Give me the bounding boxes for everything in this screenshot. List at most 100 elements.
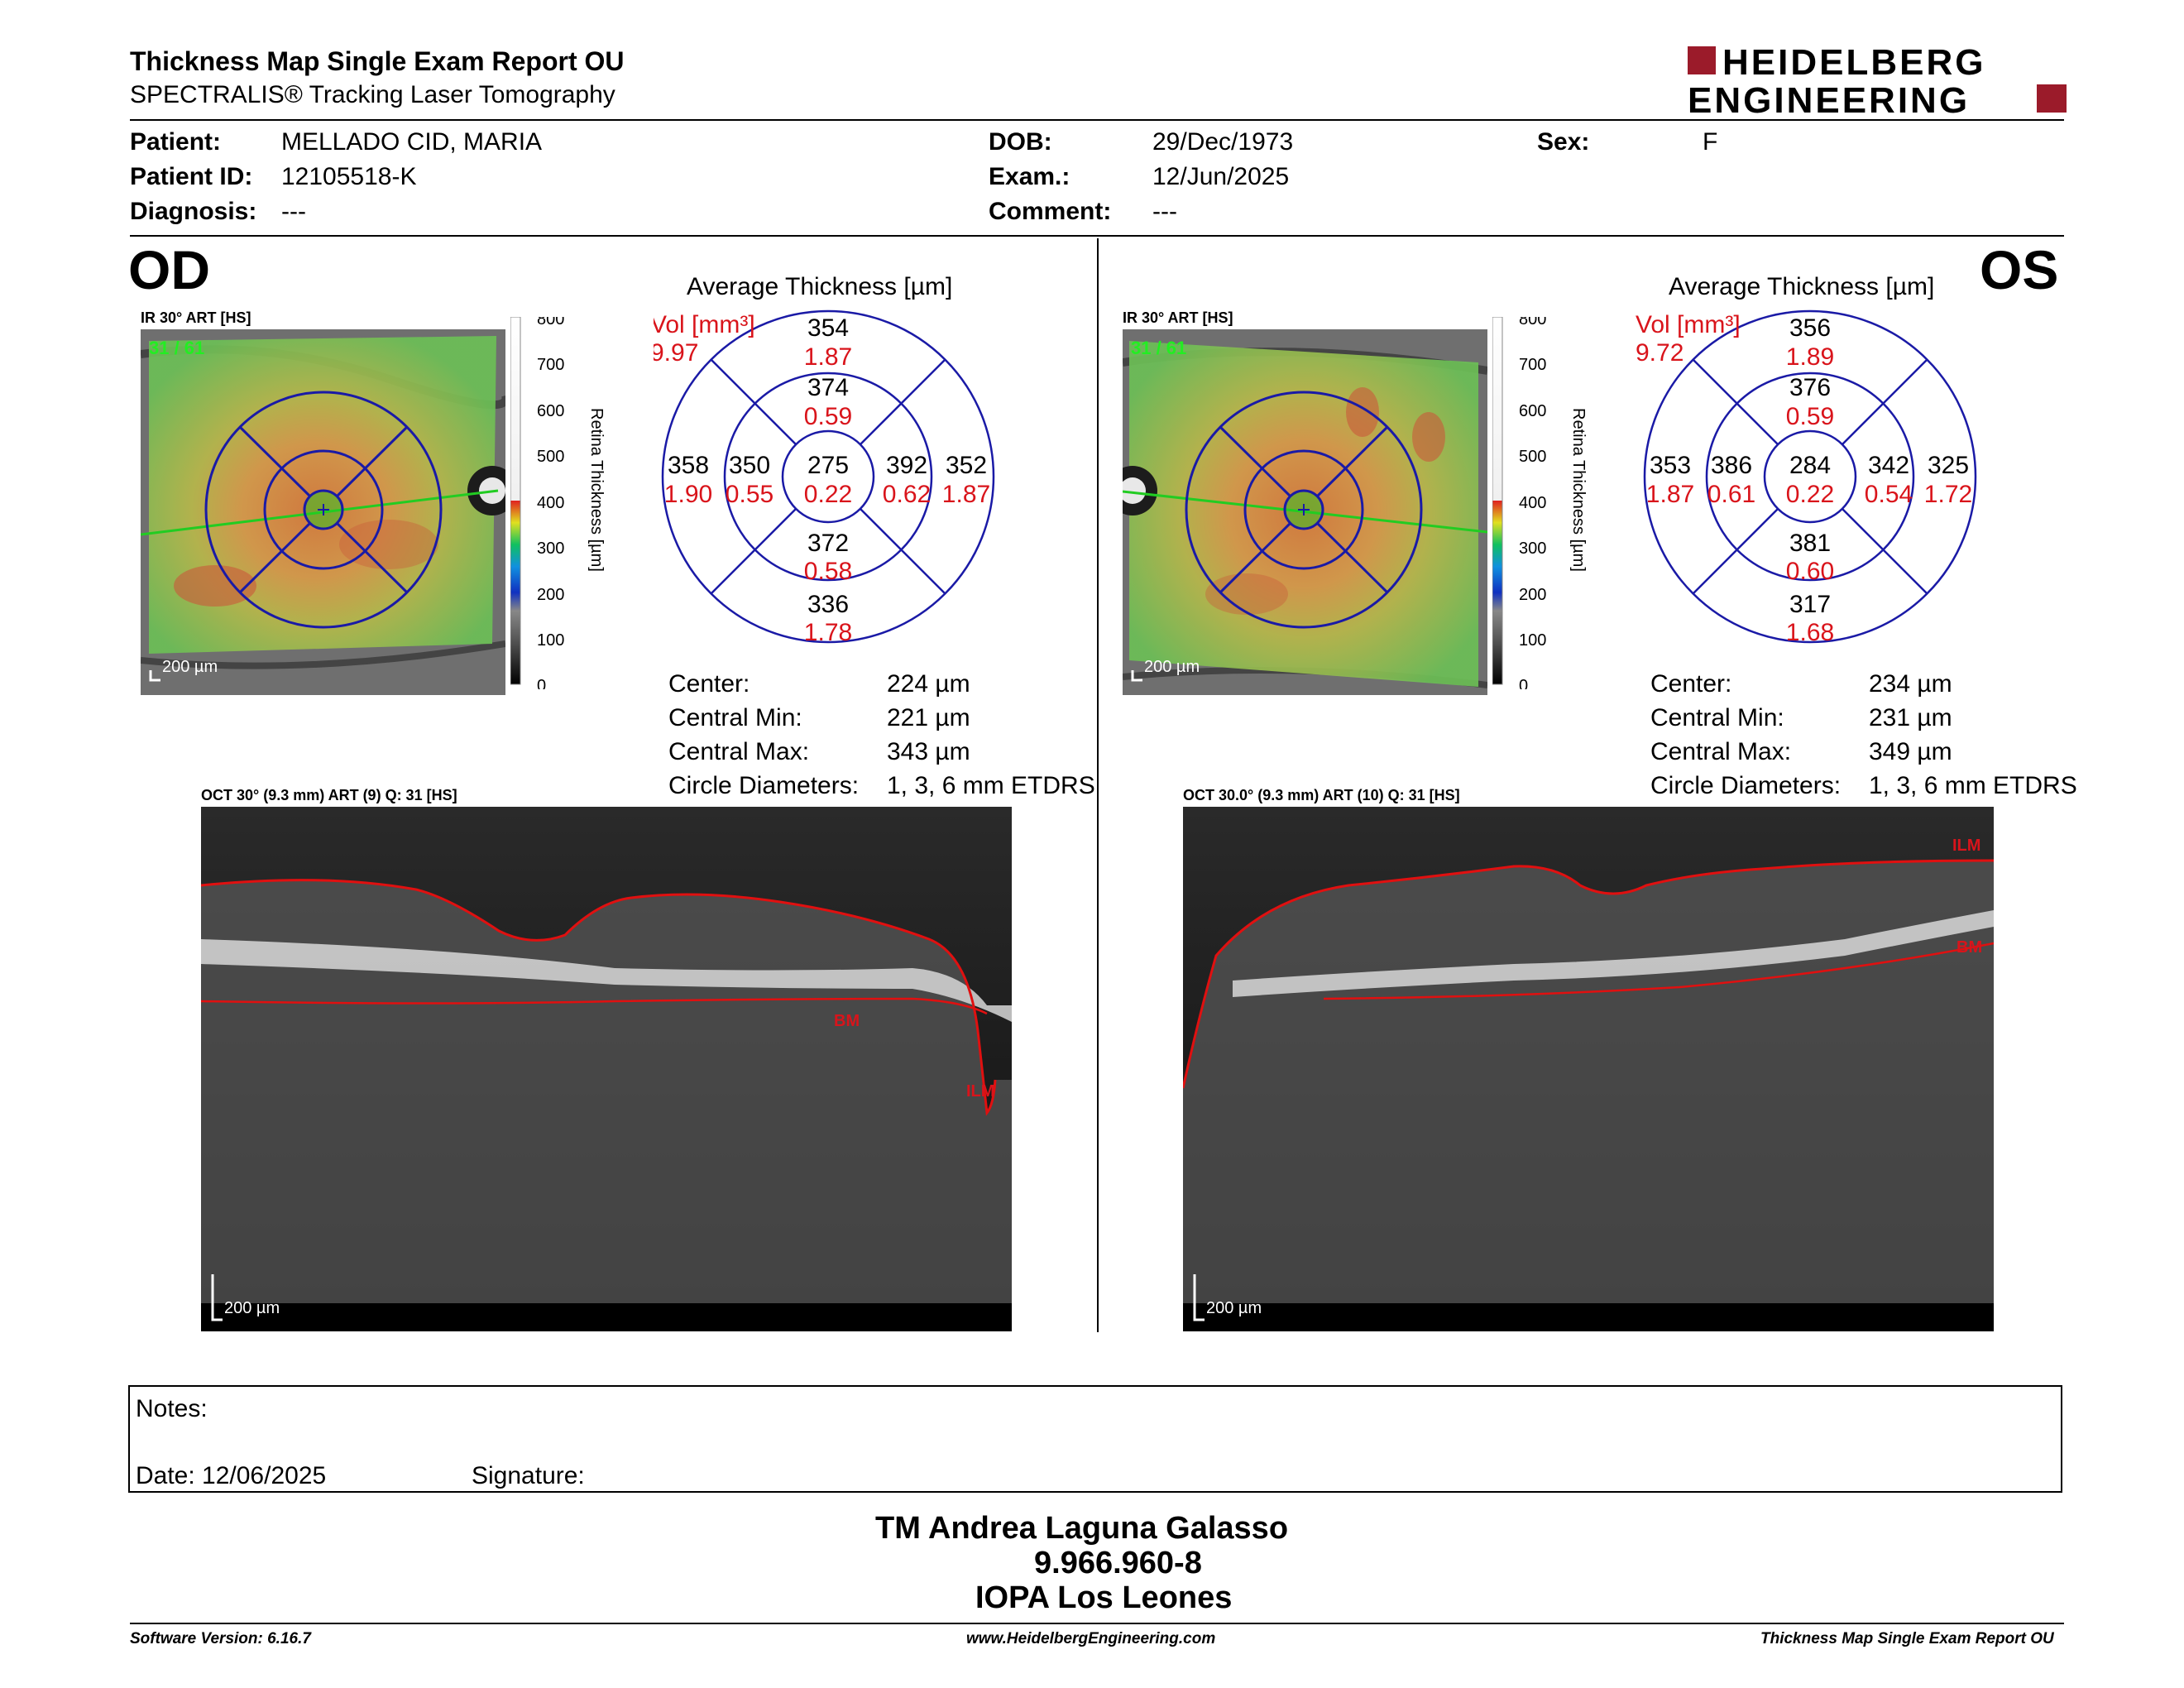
ilm-label-od: ILM xyxy=(966,1082,994,1101)
exam-label: Exam.: xyxy=(989,163,1070,190)
svg-text:0.55: 0.55 xyxy=(726,481,774,508)
svg-text:0.54: 0.54 xyxy=(1865,481,1913,508)
patient-id: 12105518-K xyxy=(281,163,417,190)
comment-label: Comment: xyxy=(989,198,1112,225)
date-label: Date: 12/06/2025 xyxy=(136,1462,327,1489)
od-center-value: 224 µm xyxy=(887,670,970,698)
svg-text:372: 372 xyxy=(807,530,849,557)
svg-text:0.59: 0.59 xyxy=(804,403,852,430)
report-title: Thickness Map Single Exam Report OU xyxy=(130,46,625,76)
svg-text:317: 317 xyxy=(1789,591,1831,618)
vol-label-os: Vol [mm³] xyxy=(1636,311,1741,338)
software-version: Software Version: 6.16.7 xyxy=(130,1630,311,1647)
svg-text:0.62: 0.62 xyxy=(883,481,931,508)
ir-label-os: IR 30° ART [HS] xyxy=(1123,309,1233,326)
os-center-value: 234 µm xyxy=(1869,670,1952,698)
etdrs-grid-od: Vol [mm³] 9.97 354 1.87 374 0.59 275 0.2… xyxy=(650,308,1051,655)
os-cmin-value: 231 µm xyxy=(1869,704,1952,731)
svg-text:325: 325 xyxy=(1928,452,1969,479)
svg-text:0.61: 0.61 xyxy=(1707,481,1755,508)
svg-text:386: 386 xyxy=(1711,452,1752,479)
svg-text:700: 700 xyxy=(1519,356,1546,374)
od-diam-value: 1, 3, 6 mm ETDRS xyxy=(887,772,1095,799)
svg-text:1.87: 1.87 xyxy=(804,343,852,371)
patient-id-label: Patient ID: xyxy=(130,163,253,190)
colorbar-title-od: Retina Thickness [µm] xyxy=(587,408,606,572)
avg-title-os: Average Thickness [µm] xyxy=(1669,273,1935,300)
avg-title-od: Average Thickness [µm] xyxy=(687,273,953,300)
svg-text:300: 300 xyxy=(537,539,564,558)
vol-value-os: 9.72 xyxy=(1636,339,1684,367)
info-divider xyxy=(130,235,2064,237)
svg-text:800: 800 xyxy=(537,317,564,328)
svg-text:381: 381 xyxy=(1789,530,1831,557)
footer-report-title: Thickness Map Single Exam Report OU xyxy=(1760,1630,2054,1647)
patient-label: Patient: xyxy=(130,128,222,156)
eye-label-od: OD xyxy=(128,239,210,300)
svg-text:100: 100 xyxy=(1519,631,1546,650)
logo-line1: HEIDELBERG xyxy=(1722,45,1985,83)
signer-name: TM Andrea Laguna Galasso xyxy=(875,1511,1289,1546)
os-diam-label: Circle Diameters: xyxy=(1650,772,1842,799)
notes-label: Notes: xyxy=(136,1395,208,1422)
od-diam-label: Circle Diameters: xyxy=(668,772,860,799)
od-center-label: Center: xyxy=(668,670,750,698)
svg-text:1.90: 1.90 xyxy=(664,481,712,508)
oct-bscan-od: BM ILM 200 µm xyxy=(201,807,1012,1331)
frame-count-od: 31 / 61 xyxy=(149,338,204,358)
svg-text:1.87: 1.87 xyxy=(1646,481,1694,508)
colorbar-od: 800 700 600 500 400 300 200 100 0 Retina… xyxy=(510,310,610,695)
fundus-map-od: 31 / 61 200 µm xyxy=(141,329,505,695)
svg-text:200: 200 xyxy=(537,586,564,604)
svg-text:0.22: 0.22 xyxy=(1786,481,1834,508)
os-cmax-label: Central Max: xyxy=(1650,738,1792,765)
svg-text:0: 0 xyxy=(1519,677,1528,689)
sex-label: Sex: xyxy=(1537,128,1590,156)
svg-text:800: 800 xyxy=(1519,317,1546,328)
svg-text:284: 284 xyxy=(1789,452,1831,479)
website-link[interactable]: www.HeidelbergEngineering.com xyxy=(966,1630,1216,1647)
signer-id: 9.966.960-8 xyxy=(1034,1546,1202,1580)
svg-text:400: 400 xyxy=(537,494,564,512)
oct-bscan-os: ILM BM 200 µm xyxy=(1183,807,1994,1331)
svg-text:358: 358 xyxy=(668,452,709,479)
svg-text:352: 352 xyxy=(946,452,987,479)
svg-text:353: 353 xyxy=(1650,452,1691,479)
header-divider xyxy=(130,119,2064,121)
scale-label-od: 200 µm xyxy=(162,658,218,676)
colorbar-title-os: Retina Thickness [µm] xyxy=(1569,408,1588,572)
svg-text:500: 500 xyxy=(537,448,564,466)
eye-divider xyxy=(1097,238,1099,1332)
etdrs-grid-os: Vol [mm³] 9.72 356 1.89 376 0.59 284 0.2… xyxy=(1636,308,2033,655)
frame-count-os: 31 / 61 xyxy=(1131,338,1186,358)
svg-text:1.89: 1.89 xyxy=(1786,343,1834,371)
dob-value: 29/Dec/1973 xyxy=(1152,128,1294,156)
vol-value-od: 9.97 xyxy=(654,339,698,367)
oct-scale-os: 200 µm xyxy=(1206,1299,1262,1317)
svg-text:0: 0 xyxy=(537,677,546,689)
logo-line2: ENGINEERING xyxy=(1688,80,1970,119)
fundus-map-os: 31 / 61 200 µm xyxy=(1123,329,1487,695)
svg-text:0.22: 0.22 xyxy=(804,481,852,508)
svg-text:700: 700 xyxy=(537,356,564,374)
signature-label: Signature: xyxy=(472,1462,585,1489)
svg-text:1.68: 1.68 xyxy=(1786,619,1834,646)
scale-label-os: 200 µm xyxy=(1144,658,1200,676)
svg-text:376: 376 xyxy=(1789,374,1831,401)
footer-divider xyxy=(130,1623,2064,1624)
svg-text:400: 400 xyxy=(1519,494,1546,512)
notes-box[interactable]: Notes: Date: 12/06/2025 Signature: xyxy=(128,1385,2062,1493)
svg-text:600: 600 xyxy=(537,402,564,420)
diagnosis-value: --- xyxy=(281,198,306,225)
svg-text:0.60: 0.60 xyxy=(1786,558,1834,585)
svg-text:392: 392 xyxy=(886,452,927,479)
oct-label-od: OCT 30° (9.3 mm) ART (9) Q: 31 [HS] xyxy=(201,787,457,803)
svg-text:356: 356 xyxy=(1789,314,1831,342)
svg-text:354: 354 xyxy=(807,314,849,342)
svg-text:600: 600 xyxy=(1519,402,1546,420)
vol-label-od: Vol [mm³] xyxy=(654,311,755,338)
colorbar-os: 800 700 600 500 400 300 200 100 0 Retina… xyxy=(1492,310,1592,695)
comment-value: --- xyxy=(1152,198,1177,225)
svg-text:275: 275 xyxy=(807,452,849,479)
svg-text:0.59: 0.59 xyxy=(1786,403,1834,430)
